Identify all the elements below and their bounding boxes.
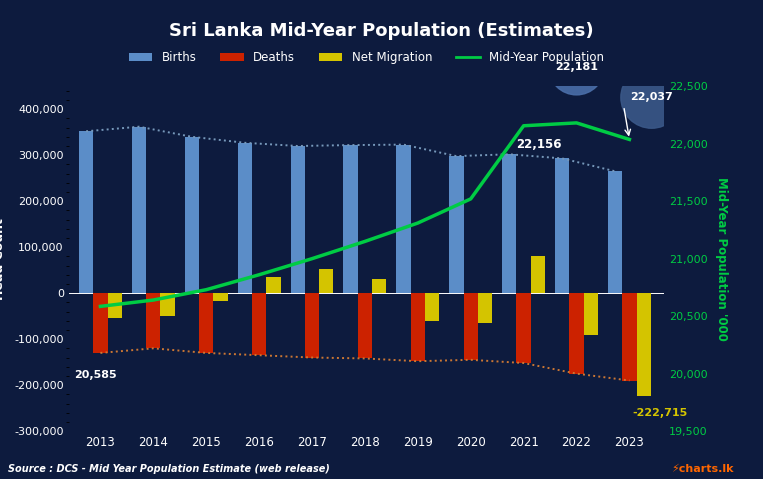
Bar [502,154,517,293]
Text: 22,037: 22,037 [630,92,673,103]
Ellipse shape [549,39,604,95]
Text: 20,585: 20,585 [74,370,117,380]
Bar [108,293,122,319]
Bar [464,293,478,360]
Legend: Births, Deaths, Net Migration, Mid-Year Population: Births, Deaths, Net Migration, Mid-Year … [124,46,609,69]
Bar [319,269,333,293]
Text: 22,156: 22,156 [516,138,561,151]
Bar [608,171,623,293]
Bar [214,293,227,301]
Bar [238,143,252,293]
Bar [132,126,146,293]
Bar [93,293,108,353]
Bar [79,131,93,293]
Text: 22,181: 22,181 [555,62,598,72]
Text: Source : DCS - Mid Year Population Estimate (web release): Source : DCS - Mid Year Population Estim… [8,464,330,474]
Ellipse shape [621,67,682,128]
Bar [343,145,358,293]
Bar [410,293,425,361]
Bar [305,293,319,357]
Bar [569,293,584,374]
Bar [185,137,199,293]
Y-axis label: Mid-Year Population '000: Mid-Year Population '000 [715,177,728,341]
Bar [623,293,636,380]
Bar [291,146,305,293]
Bar [478,293,492,323]
Bar [517,293,531,363]
Bar [531,256,545,293]
Bar [199,293,214,353]
Bar [372,279,386,293]
Bar [358,293,372,358]
Y-axis label: Head Count: Head Count [0,218,6,299]
Bar [397,145,410,293]
Bar [266,277,281,293]
Bar [449,156,464,293]
Bar [584,293,598,334]
Text: Sri Lanka Mid-Year Population (Estimates): Sri Lanka Mid-Year Population (Estimates… [169,22,594,40]
Bar [252,293,266,355]
Text: ⚡charts.lk: ⚡charts.lk [671,464,734,474]
Bar [636,293,651,396]
Text: -222,715: -222,715 [632,409,687,418]
Bar [555,159,569,293]
Bar [160,293,175,316]
Bar [425,293,439,321]
Bar [146,293,160,348]
